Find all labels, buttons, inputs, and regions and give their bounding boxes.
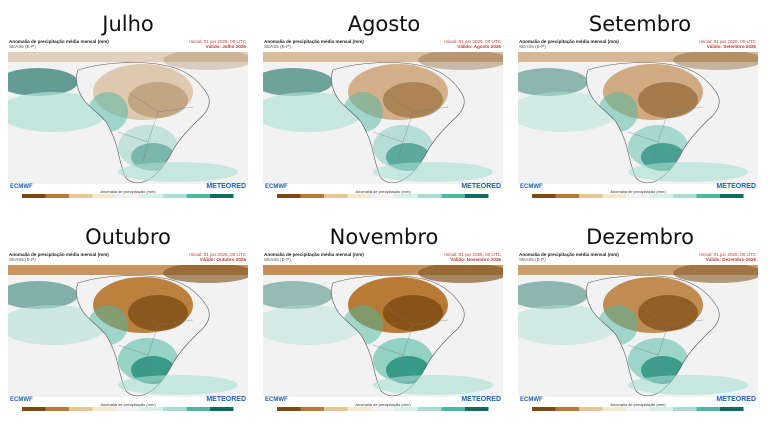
panel-title: Anomalia de precipitação média mensal (m…: [9, 39, 109, 44]
colorbar-label: Anomalia de precipitação (mm): [355, 189, 411, 194]
anomaly-map: [518, 52, 758, 184]
panel-footer: ECMWF METEORED Anomalia de precipitação …: [518, 183, 758, 218]
ecmwf-logo: ECMWF: [10, 184, 33, 190]
anomaly-map: [8, 265, 248, 397]
panel-footer: ECMWF METEORED Anomalia de precipitação …: [8, 396, 248, 431]
country-borders: [117, 304, 194, 376]
ecmwf-logo: ECMWF: [265, 184, 288, 190]
panel-init-date: Inicial: 01 jun 2026, 00 UTC: [189, 39, 246, 44]
panel-valid-date: Válido: Setembro 2026: [706, 44, 756, 49]
panel-valid-date: Válido: Agosto 2026: [457, 44, 501, 49]
map-panel-3: Anomalia de precipitação média mensal (m…: [8, 251, 248, 431]
meteored-logo: METEORED: [461, 396, 501, 403]
panel-title: Anomalia de precipitação média mensal (m…: [264, 39, 364, 44]
panel-header: Anomalia de precipitação média mensal (m…: [263, 251, 503, 265]
map-panel-5: Anomalia de precipitação média mensal (m…: [518, 251, 758, 431]
panel-valid-date: Válido: Novembro 2026: [450, 257, 501, 262]
colorbar-label: Anomalia de precipitação (mm): [610, 189, 666, 194]
panel-header: Anomalia de precipitação média mensal (m…: [263, 38, 503, 52]
panel-header: Anomalia de precipitação média mensal (m…: [518, 38, 758, 52]
colorbar: [22, 407, 234, 411]
country-borders: [627, 91, 704, 163]
colorbar: [277, 407, 489, 411]
meteored-logo: METEORED: [206, 183, 246, 190]
colorbar: [277, 194, 489, 198]
panel-subtitle: SEAS5 (E-P): [9, 44, 36, 49]
meteored-logo: METEORED: [206, 396, 246, 403]
panel-footer: ECMWF METEORED Anomalia de precipitação …: [263, 396, 503, 431]
meteored-logo: METEORED: [716, 183, 756, 190]
panel-init-date: Inicial: 01 jun 2026, 00 UTC: [444, 39, 501, 44]
colorbar: [532, 194, 744, 198]
colorbar-label: Anomalia de precipitação (mm): [100, 189, 156, 194]
panel-header: Anomalia de precipitação média mensal (m…: [8, 38, 248, 52]
panel-init-date: Inicial: 01 jun 2026, 00 UTC: [699, 252, 756, 257]
month-title-setembro: Setembro: [588, 12, 692, 36]
anomaly-map: [263, 265, 503, 397]
meteored-logo: METEORED: [461, 183, 501, 190]
colorbar-label: Anomalia de precipitação (mm): [610, 402, 666, 407]
panel-subtitle: SEAS5 (E-P): [264, 44, 291, 49]
panel-init-date: Inicial: 01 jun 2026, 00 UTC: [444, 252, 501, 257]
panel-title: Anomalia de precipitação média mensal (m…: [9, 252, 109, 257]
map-panel-2: Anomalia de precipitação média mensal (m…: [518, 38, 758, 218]
month-title-outubro: Outubro: [85, 225, 171, 249]
colorbar-label: Anomalia de precipitação (mm): [355, 402, 411, 407]
map-panel-0: Anomalia de precipitação média mensal (m…: [8, 38, 248, 218]
ecmwf-logo: ECMWF: [265, 397, 288, 403]
map-panel-1: Anomalia de precipitação média mensal (m…: [263, 38, 503, 218]
panel-footer: ECMWF METEORED Anomalia de precipitação …: [518, 396, 758, 431]
panel-subtitle: SEAS5 (E-P): [519, 44, 546, 49]
panel-subtitle: SEAS5 (E-P): [519, 257, 546, 262]
panel-title: Anomalia de precipitação média mensal (m…: [264, 252, 364, 257]
month-title-agosto: Agosto: [347, 12, 421, 36]
panel-valid-date: Válido: Julho 2026: [205, 44, 246, 49]
colorbar: [532, 407, 744, 411]
meteored-logo: METEORED: [716, 396, 756, 403]
ecmwf-logo: ECMWF: [520, 397, 543, 403]
panel-subtitle: SEAS5 (E-P): [9, 257, 36, 262]
month-title-julho: Julho: [102, 12, 154, 36]
ecmwf-logo: ECMWF: [520, 184, 543, 190]
colorbar-label: Anomalia de precipitação (mm): [100, 402, 156, 407]
panel-subtitle: SEAS5 (E-P): [264, 257, 291, 262]
panel-init-date: Inicial: 01 jun 2026, 00 UTC: [699, 39, 756, 44]
panel-header: Anomalia de precipitação média mensal (m…: [8, 251, 248, 265]
country-borders: [627, 304, 704, 376]
country-borders: [117, 91, 194, 163]
country-borders: [372, 304, 449, 376]
anomaly-map: [263, 52, 503, 184]
panel-valid-date: Válido: Outubro 2026: [199, 257, 246, 262]
panel-title: Anomalia de precipitação média mensal (m…: [519, 252, 619, 257]
panel-header: Anomalia de precipitação média mensal (m…: [518, 251, 758, 265]
anomaly-map: [8, 52, 248, 184]
month-title-novembro: Novembro: [329, 225, 439, 249]
panel-footer: ECMWF METEORED Anomalia de precipitação …: [8, 183, 248, 218]
country-borders: [372, 91, 449, 163]
panel-title: Anomalia de precipitação média mensal (m…: [519, 39, 619, 44]
map-panel-4: Anomalia de precipitação média mensal (m…: [263, 251, 503, 431]
anomaly-map: [518, 265, 758, 397]
ecmwf-logo: ECMWF: [10, 397, 33, 403]
month-title-dezembro: Dezembro: [586, 225, 694, 249]
panel-init-date: Inicial: 01 jun 2026, 00 UTC: [189, 252, 246, 257]
panel-footer: ECMWF METEORED Anomalia de precipitação …: [263, 183, 503, 218]
panel-valid-date: Válido: Dezembro 2026: [705, 257, 756, 262]
colorbar: [22, 194, 234, 198]
